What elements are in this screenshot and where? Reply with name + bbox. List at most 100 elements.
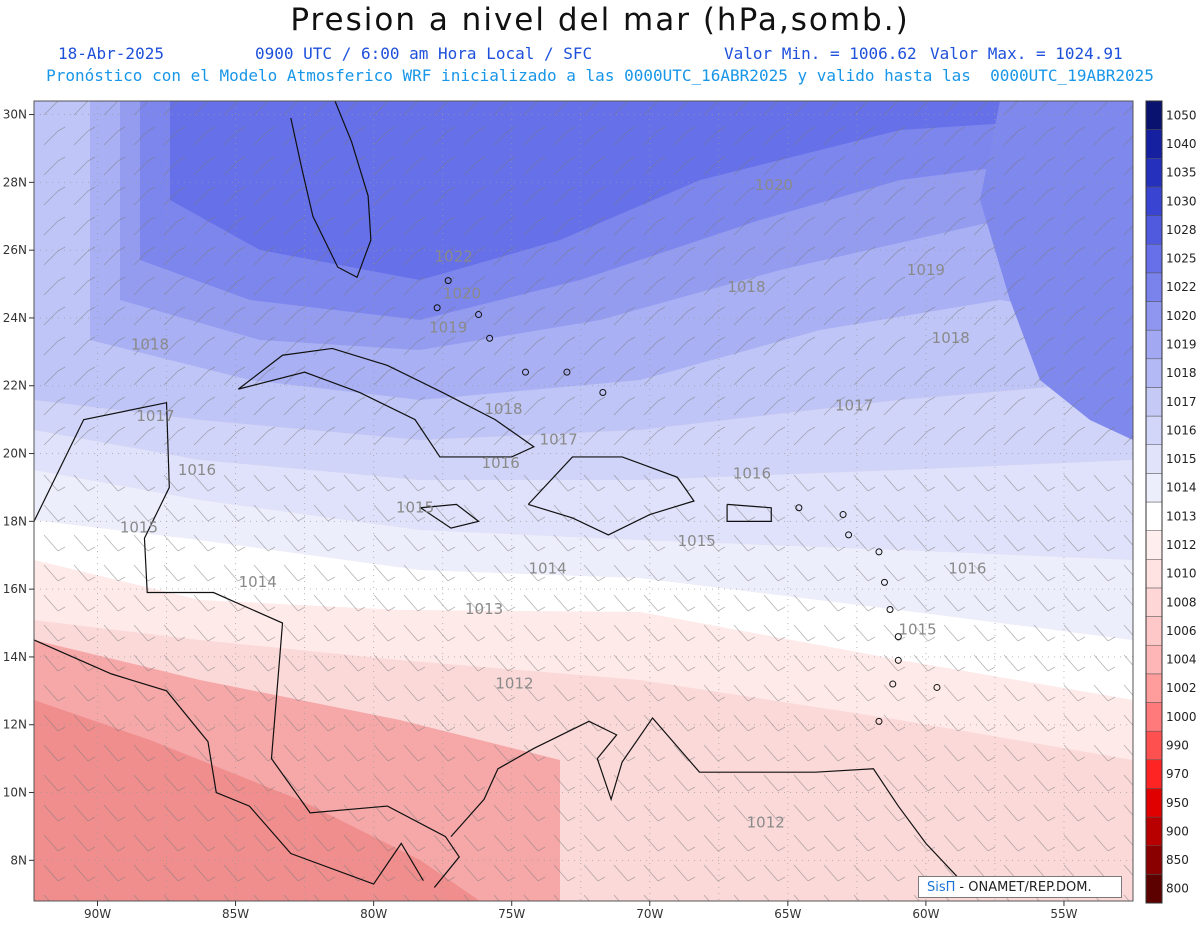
wind-barb	[1003, 774, 1019, 792]
wind-barb-flag	[507, 576, 516, 582]
wind-barb	[553, 280, 569, 296]
wind-barb-flag	[957, 576, 966, 582]
wind-barb	[703, 744, 719, 762]
wind-barb-flag	[957, 516, 966, 522]
wind-barb-flag	[1017, 636, 1026, 642]
wind-barb	[373, 340, 389, 356]
wind-barb-flag	[117, 666, 126, 672]
wind-barb-flag	[867, 156, 876, 162]
wind-barb-flag	[57, 546, 66, 552]
wind-barb-flag	[897, 396, 906, 402]
wind-barb	[733, 280, 749, 296]
wind-barb	[313, 160, 329, 176]
wind-barb	[343, 714, 359, 732]
wind-barb	[373, 280, 389, 296]
wind-barb-flag	[117, 576, 126, 582]
wind-barb	[643, 894, 650, 901]
wind-barb-flag	[1047, 186, 1056, 192]
wind-barb-flag	[538, 907, 545, 911]
wind-barb	[343, 804, 359, 822]
wind-barb-flag	[508, 101, 509, 102]
wind-barb	[373, 744, 389, 762]
wind-barb-flag	[807, 666, 816, 672]
wind-barb	[1123, 804, 1133, 816]
wind-barb	[43, 400, 59, 416]
wind-barb-flag	[447, 576, 456, 582]
wind-barb	[523, 310, 539, 326]
wind-barb	[613, 804, 629, 822]
wind-barb	[1003, 250, 1019, 266]
wind-barb-flag	[177, 846, 186, 852]
wind-barb	[283, 534, 299, 552]
wind-barb-flag	[298, 907, 305, 911]
wind-barb-flag	[477, 486, 486, 492]
wind-barb-flag	[1017, 486, 1026, 492]
colorbar-label: 1018	[1166, 366, 1197, 380]
wind-barb-flag	[237, 846, 246, 852]
wind-barb	[103, 400, 119, 416]
axes: 90W 85W 80W 75W 70W 65W 60W 55W30N28N26N24N22N2…	[3, 108, 1078, 921]
wind-barb-flag	[177, 516, 186, 522]
wind-barb	[553, 250, 569, 266]
wind-barb-flag	[207, 546, 216, 552]
max-value: Valor Max. = 1024.91	[930, 44, 1123, 63]
wind-barb	[253, 340, 269, 356]
wind-barb	[793, 624, 809, 642]
wind-barb-flag	[1017, 606, 1026, 612]
wind-barb	[883, 310, 899, 326]
wind-barb	[163, 714, 179, 732]
wind-barb	[1003, 534, 1019, 552]
wind-barb-flag	[418, 101, 419, 102]
wind-barb	[523, 160, 539, 176]
wind-barb-flag	[357, 636, 366, 642]
wind-barb	[823, 744, 839, 762]
wind-barb	[1003, 714, 1019, 732]
wind-barb	[853, 250, 869, 266]
wind-barb	[643, 250, 659, 266]
wind-barb	[763, 864, 779, 882]
wind-barb-flag	[1138, 427, 1145, 431]
wind-barb	[523, 894, 530, 901]
wind-barb-flag	[987, 336, 996, 342]
wind-barb-flag	[417, 786, 426, 792]
wind-barb-flag	[748, 101, 749, 102]
wind-barb-flag	[267, 576, 276, 582]
wind-barb-flag	[477, 816, 486, 822]
wind-barb-flag	[897, 306, 906, 312]
wind-barb-flag	[477, 846, 486, 852]
wind-barb	[613, 310, 629, 326]
wind-barb-flag	[417, 366, 426, 372]
wind-barb	[643, 534, 659, 552]
wind-barb-flag	[1077, 246, 1086, 252]
wind-barb	[913, 534, 929, 552]
colorbar-label: 970	[1166, 767, 1189, 781]
wind-barb	[463, 190, 479, 206]
wind-barb	[253, 594, 269, 612]
wind-barb	[613, 474, 629, 492]
wind-barb-flag	[357, 336, 366, 342]
wind-barb-flag	[807, 246, 816, 252]
wind-barb	[973, 220, 989, 236]
wind-barb-flag	[207, 276, 216, 282]
colorbar-swatch	[1145, 501, 1163, 531]
wind-barb-flag	[567, 306, 576, 312]
wind-barb-flag	[927, 276, 936, 282]
wind-barb-flag	[597, 366, 606, 372]
wind-barb	[193, 190, 209, 206]
wind-barb-flag	[357, 156, 366, 162]
wind-barb	[853, 534, 869, 552]
wind-barb	[973, 504, 989, 522]
wind-barb-flag	[507, 636, 516, 642]
x-tick-label: 60W	[912, 907, 939, 921]
wind-barb	[823, 504, 839, 522]
wind-barb-flag	[1138, 817, 1145, 821]
wind-barb	[883, 370, 899, 386]
wind-barb-flag	[387, 486, 396, 492]
wind-barb	[133, 370, 149, 386]
wind-barb	[43, 804, 59, 822]
wind-barb	[1123, 654, 1133, 666]
wind-barb-flag	[987, 786, 996, 792]
wind-barb-flag	[537, 606, 546, 612]
wind-barb	[763, 804, 779, 822]
colorbar-swatch	[1145, 616, 1163, 646]
